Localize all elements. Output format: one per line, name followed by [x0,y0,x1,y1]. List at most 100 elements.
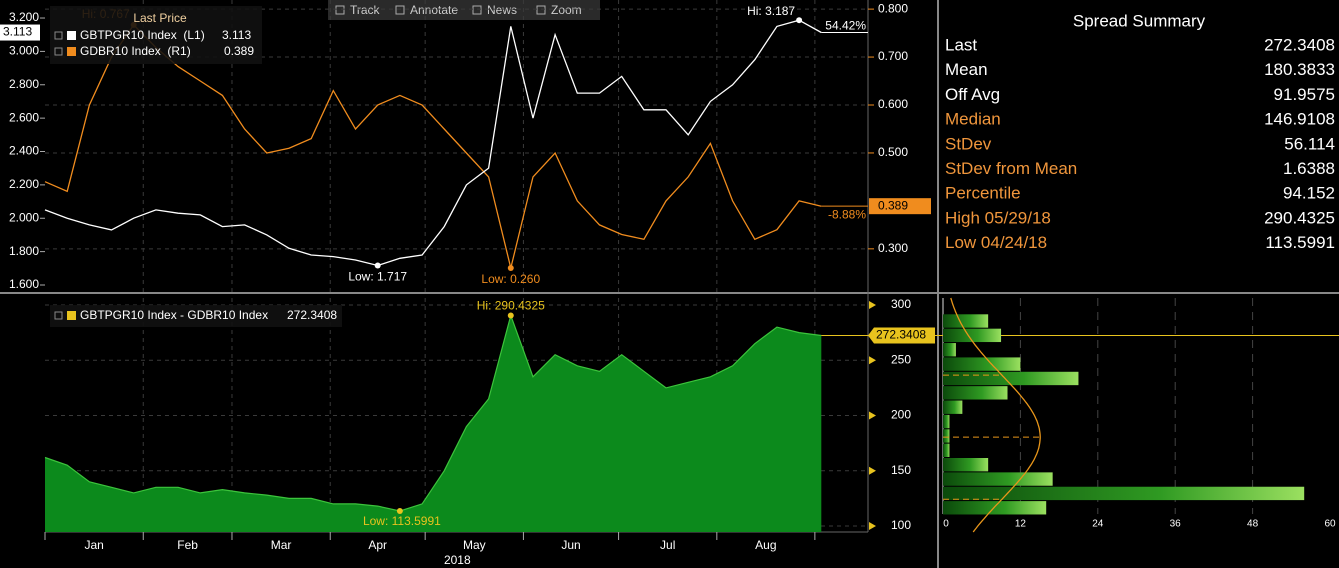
summary-label: Off Avg [945,85,1000,104]
toolbar-icon [395,5,405,15]
hist-bar [943,443,950,458]
normal-curve [950,297,1041,533]
y-tick-label: 250 [891,352,911,366]
summary-value: 94.152 [1283,184,1335,203]
hist-bar [943,371,1079,386]
summary-value: 91.9575 [1274,85,1335,104]
y2-tick-label: 0.300 [878,241,908,255]
x-tick-label: Aug [755,538,776,552]
legend-box [50,305,342,327]
summary-label: StDev [945,134,992,153]
y-tick-label: 1.600 [9,277,39,291]
legend-expander [54,311,63,320]
summary-label: Last [945,35,977,54]
y-tick-label: 100 [891,518,911,532]
last-value-label: 3.113 [3,25,32,39]
summary-label: Mean [945,60,988,79]
summary-label: StDev from Mean [945,159,1077,178]
y-tick-label: 3.000 [9,44,39,58]
legend-box [50,6,262,64]
legend-label: GDBR10 Index (R1) [80,44,191,58]
x-tick-label: 48 [1247,519,1259,530]
x-tick-label: 24 [1092,519,1104,530]
toolbar-button[interactable]: Annotate [410,3,458,17]
legend-value: 0.389 [224,44,254,58]
summary-label: Low 04/24/18 [945,233,1047,252]
y-tick [869,356,876,365]
y-tick-label: 1.800 [9,244,39,258]
low-label: Low: 0.260 [481,272,540,286]
summary-value: 1.6388 [1283,159,1335,178]
change-label: 54.42% [825,19,866,33]
y2-tick-label: 0.800 [878,1,908,15]
y-tick-label: 3.200 [9,10,39,24]
area-series [45,315,822,532]
legend-expander [54,31,63,40]
hi-label: Hi: 290.4325 [477,299,545,313]
toolbar-button[interactable]: Zoom [551,3,582,17]
x-tick-label: Apr [368,538,387,552]
y-tick-label: 2.400 [9,144,39,158]
hist-bar [943,472,1053,486]
line-series [44,19,822,267]
legend-label: GBTPGR10 Index (L1) [80,28,205,42]
summary-label: Percentile [945,184,1021,203]
x-tick-label: 60 [1324,519,1336,530]
x-tick-label: 12 [1015,519,1027,530]
hi-point [796,17,803,24]
y-tick [869,300,876,309]
y-tick [869,466,876,475]
legend-swatch [67,31,76,40]
x-tick-label: Jun [561,538,580,552]
hi-label: Hi: 3.187 [747,4,795,18]
x-tick-label: Mar [271,538,292,552]
hist-bar [943,343,956,357]
x-tick-label: May [463,538,486,552]
x-tick-label: Jul [660,538,675,552]
last-value-box [869,198,931,215]
summary-title: Spread Summary [1073,11,1206,30]
y-tick-label: 300 [891,297,911,311]
last-value-box [0,24,40,41]
x-tick-label: 36 [1170,519,1182,530]
y-tick [869,522,876,531]
toolbar-button[interactable]: News [487,3,517,17]
x-tick-label: Jan [84,538,103,552]
hist-bar [943,486,1305,501]
y2-tick-label: 0.500 [878,145,908,159]
summary-value: 180.3833 [1264,60,1335,79]
change-label: -8.88% [828,207,866,221]
summary-value: 56.114 [1284,134,1335,153]
summary-value: 290.4325 [1264,208,1335,227]
last-value-label: 0.389 [878,198,908,212]
last-value-box [868,327,935,344]
hist-bar [943,458,989,472]
legend-value: 3.113 [222,28,251,42]
summary-value: 113.5991 [1265,233,1335,252]
toolbar-button[interactable]: Track [350,3,381,17]
y-tick [869,411,876,420]
summary-label: High 05/29/18 [945,208,1051,227]
toolbar-bg [328,0,600,20]
x-tick-label: Feb [177,538,198,552]
legend-swatch [67,47,76,56]
legend-swatch [67,311,76,320]
low-point [374,262,381,269]
summary-label: Median [945,110,1001,129]
legend-value: 272.3408 [287,308,337,322]
last-value-label: 272.3408 [876,328,926,342]
low-point [396,507,403,514]
hist-bar [943,414,950,429]
hist-bar [943,328,1002,343]
y-tick-label: 2.600 [9,110,39,124]
hist-bar [943,386,1008,400]
x-tick-label: 0 [943,519,949,530]
legend-label: GBTPGR10 Index - GDBR10 Index [80,308,268,322]
y2-tick-label: 0.700 [878,49,908,63]
low-label: Low: 1.717 [348,270,407,284]
hist-bar [943,429,950,443]
toolbar-icon [335,5,345,15]
legend-title: Last Price [133,11,187,25]
